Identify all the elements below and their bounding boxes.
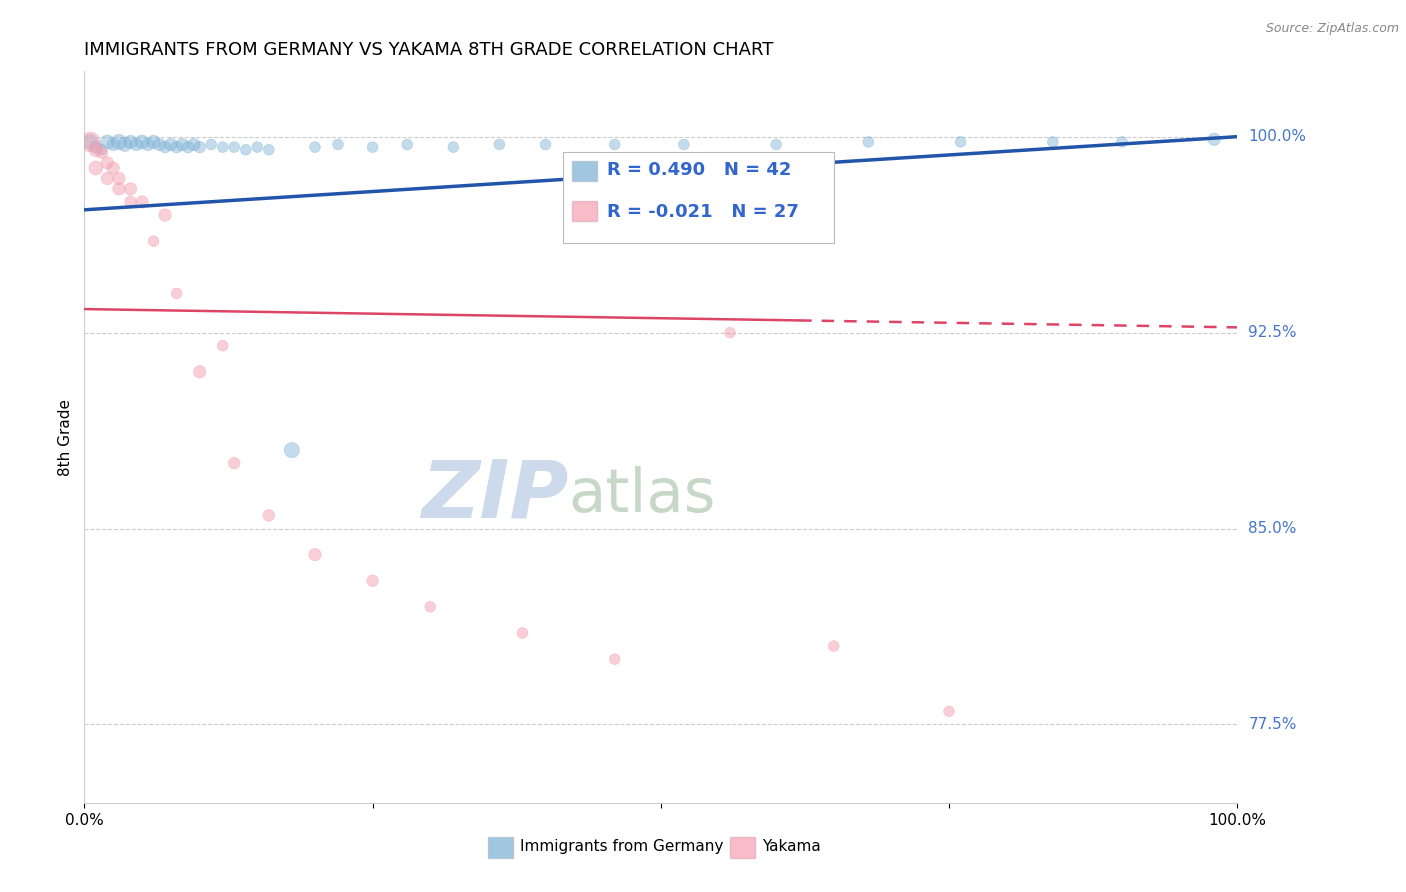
Point xyxy=(211,338,233,352)
Point xyxy=(131,135,153,149)
Point xyxy=(142,135,165,149)
Point xyxy=(534,137,557,152)
Point xyxy=(108,135,131,149)
Point xyxy=(304,140,326,154)
Point xyxy=(153,208,176,222)
Point xyxy=(148,137,170,152)
Point xyxy=(1111,135,1133,149)
Point xyxy=(1042,135,1064,149)
Point xyxy=(153,140,176,154)
Point xyxy=(160,137,183,152)
Bar xyxy=(730,838,755,858)
Point xyxy=(224,140,246,154)
Point xyxy=(949,135,972,149)
Point xyxy=(188,365,211,379)
Point xyxy=(1204,132,1226,146)
Point xyxy=(125,137,148,152)
Point xyxy=(96,135,118,149)
Point xyxy=(257,143,280,157)
Point xyxy=(166,140,188,154)
Point xyxy=(120,182,142,196)
Text: R = -0.021   N = 27: R = -0.021 N = 27 xyxy=(606,202,799,221)
Point xyxy=(90,145,112,160)
Point xyxy=(718,326,741,340)
Point xyxy=(120,135,142,149)
Point xyxy=(512,626,534,640)
Point xyxy=(765,137,787,152)
FancyBboxPatch shape xyxy=(562,152,834,244)
Point xyxy=(84,161,107,175)
Point xyxy=(823,639,845,653)
Text: ZIP: ZIP xyxy=(422,457,568,534)
Point xyxy=(235,143,257,157)
Text: Immigrants from Germany: Immigrants from Germany xyxy=(520,839,724,855)
Text: 92.5%: 92.5% xyxy=(1249,325,1296,340)
Point xyxy=(90,143,112,157)
Point xyxy=(488,137,510,152)
Bar xyxy=(572,161,598,181)
Bar xyxy=(488,838,513,858)
Point xyxy=(108,171,131,186)
Point xyxy=(177,140,200,154)
Point xyxy=(211,140,233,154)
Point xyxy=(84,140,107,154)
Point xyxy=(183,137,205,152)
Point xyxy=(603,652,626,666)
Point xyxy=(281,443,304,458)
Point xyxy=(304,548,326,562)
Text: 85.0%: 85.0% xyxy=(1249,521,1296,536)
Point xyxy=(672,137,695,152)
Point xyxy=(103,137,124,152)
Y-axis label: 8th Grade: 8th Grade xyxy=(58,399,73,475)
Point xyxy=(326,137,349,152)
Point xyxy=(120,194,142,209)
Text: R = 0.490   N = 42: R = 0.490 N = 42 xyxy=(606,161,792,179)
Point xyxy=(142,234,165,248)
Point xyxy=(441,140,464,154)
Point xyxy=(224,456,246,470)
Point xyxy=(188,140,211,154)
Text: 100.0%: 100.0% xyxy=(1249,129,1306,145)
Point xyxy=(246,140,269,154)
Text: Yakama: Yakama xyxy=(762,839,821,855)
Bar xyxy=(572,201,598,221)
Point xyxy=(200,137,222,152)
Point xyxy=(84,143,107,157)
Point xyxy=(257,508,280,523)
Point xyxy=(103,161,124,175)
Point xyxy=(419,599,441,614)
Point xyxy=(361,574,384,588)
Text: Source: ZipAtlas.com: Source: ZipAtlas.com xyxy=(1265,22,1399,36)
Point xyxy=(136,137,159,152)
Text: atlas: atlas xyxy=(568,467,716,525)
Point xyxy=(938,704,960,718)
Point xyxy=(603,137,626,152)
Point xyxy=(361,140,384,154)
Point xyxy=(396,137,419,152)
Point xyxy=(131,194,153,209)
Point xyxy=(114,137,136,152)
Point xyxy=(96,155,118,169)
Point xyxy=(858,135,880,149)
Point xyxy=(166,286,188,301)
Text: IMMIGRANTS FROM GERMANY VS YAKAMA 8TH GRADE CORRELATION CHART: IMMIGRANTS FROM GERMANY VS YAKAMA 8TH GR… xyxy=(84,41,773,59)
Text: 77.5%: 77.5% xyxy=(1249,717,1296,732)
Point xyxy=(79,135,101,149)
Point xyxy=(108,182,131,196)
Point xyxy=(79,135,101,149)
Point xyxy=(172,137,194,152)
Point xyxy=(96,171,118,186)
